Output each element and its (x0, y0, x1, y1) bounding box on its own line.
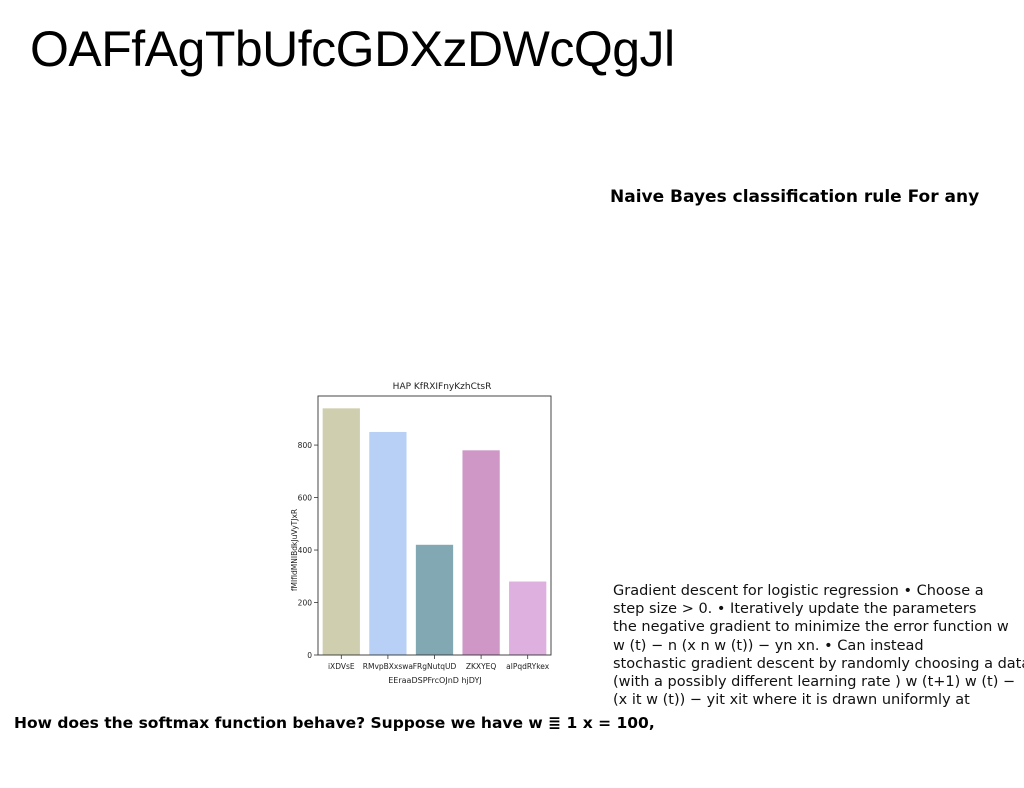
bar-chart-svg: HAP KfRXIFnyKzhCtsR EEraaDSPFrcOJnD hjDY… (290, 382, 552, 685)
paragraph-line: stochastic gradient descent by randomly … (613, 655, 1024, 672)
paragraph-line: Gradient descent for logistic regression… (613, 583, 984, 599)
chart-x-axis-label: EEraaDSPFrcOJnD hjDYJ (388, 676, 482, 685)
chart-bar (369, 431, 407, 655)
chart-x-tick-label: FRgNutqUD (413, 662, 457, 671)
paragraph-line: (x it w (t)) − yit xit where it is drawn… (613, 692, 970, 709)
chart-x-tick-label: RMvpBXxswa (363, 662, 413, 671)
chart-y-tick-label: 0 (307, 651, 312, 660)
bar-chart: HAP KfRXIFnyKzhCtsR EEraaDSPFrcOJnD hjDY… (280, 375, 570, 695)
chart-x-tick-label: alPqdRYkex (506, 662, 550, 671)
chart-y-tick-label: 800 (298, 441, 313, 450)
chart-title: HAP KfRXIFnyKzhCtsR (393, 382, 492, 392)
gradient-descent-paragraph: Gradient descent for logistic regression… (613, 582, 1024, 709)
paragraph-line: (with a possibly different learning rate… (613, 674, 1016, 691)
chart-bar (462, 450, 500, 655)
naive-bayes-heading: Naive Bayes classification rule For any (610, 187, 980, 207)
chart-y-tick-label: 600 (298, 494, 313, 503)
chart-bar (415, 544, 454, 655)
chart-plot-frame (317, 395, 552, 656)
paragraph-line: the negative gradient to minimize the er… (613, 619, 1009, 636)
chart-y-tick-label: 400 (298, 546, 313, 555)
chart-bar (322, 408, 360, 655)
paragraph-line: step size > 0. • Iteratively update the … (613, 601, 977, 618)
chart-y-tick-label: 200 (298, 599, 313, 608)
page-title: OAFfAgTbUfcGDXzDWcQgJl (30, 21, 675, 77)
chart-y-axis-label: fMIfIdMNIBdkJuVyTJxR (290, 509, 299, 591)
paragraph-line: w (t) − n (x n w (t)) − yn xn. • Can ins… (613, 637, 924, 654)
chart-x-tick-label: ZKXYEQ (466, 662, 497, 671)
chart-bar (509, 581, 547, 655)
softmax-question-heading: How does the softmax function behave? Su… (14, 714, 655, 732)
chart-x-tick-label: iXDVsE (328, 662, 355, 671)
